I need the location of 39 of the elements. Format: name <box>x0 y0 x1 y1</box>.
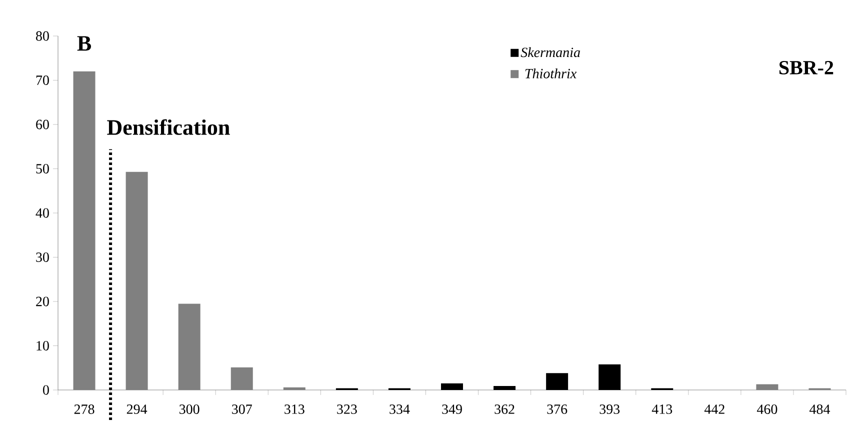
x-tick-label: 294 <box>126 404 148 414</box>
x-tick-label: 334 <box>390 404 410 414</box>
x-tick-label: 313 <box>284 404 304 414</box>
bar <box>178 304 200 390</box>
legend-label: Skermania <box>520 47 580 58</box>
annotation: Densification <box>107 119 230 135</box>
y-tick-label: 10 <box>36 341 49 350</box>
bar <box>126 172 148 390</box>
bar <box>230 367 253 390</box>
y-tick-label: 80 <box>36 31 49 41</box>
y-tick-label: 60 <box>36 120 49 130</box>
x-tick-label: 349 <box>442 404 462 414</box>
bar <box>283 387 306 390</box>
y-tick-label: 0 <box>43 385 49 395</box>
x-tick-label: 323 <box>337 404 357 414</box>
x-tick-label: 278 <box>74 404 94 414</box>
annotation: B <box>77 36 92 51</box>
y-tick-label: 40 <box>36 208 49 218</box>
x-tick-label: 442 <box>704 404 724 414</box>
legend-label: Thiothrix <box>525 68 577 78</box>
x-tick-label: 362 <box>494 404 514 414</box>
y-tick-label: 30 <box>36 252 49 262</box>
x-tick-label: 393 <box>600 404 620 414</box>
y-tick-label: 70 <box>36 76 49 85</box>
y-tick-label: 20 <box>36 296 49 306</box>
x-tick-label: 484 <box>810 404 830 414</box>
bar <box>494 386 516 390</box>
x-tick-label: 300 <box>180 404 200 414</box>
bar <box>598 364 621 390</box>
x-tick-label: 376 <box>547 404 568 414</box>
text: SBR-2 <box>779 60 834 74</box>
x-tick-label: 460 <box>756 404 778 414</box>
x-tick-label: 413 <box>652 404 672 414</box>
bar <box>546 373 568 390</box>
bar <box>756 384 778 390</box>
y-tick-label: 50 <box>36 164 49 174</box>
bar <box>441 383 464 390</box>
x-tick-label: 307 <box>232 404 252 414</box>
bar <box>73 71 96 390</box>
